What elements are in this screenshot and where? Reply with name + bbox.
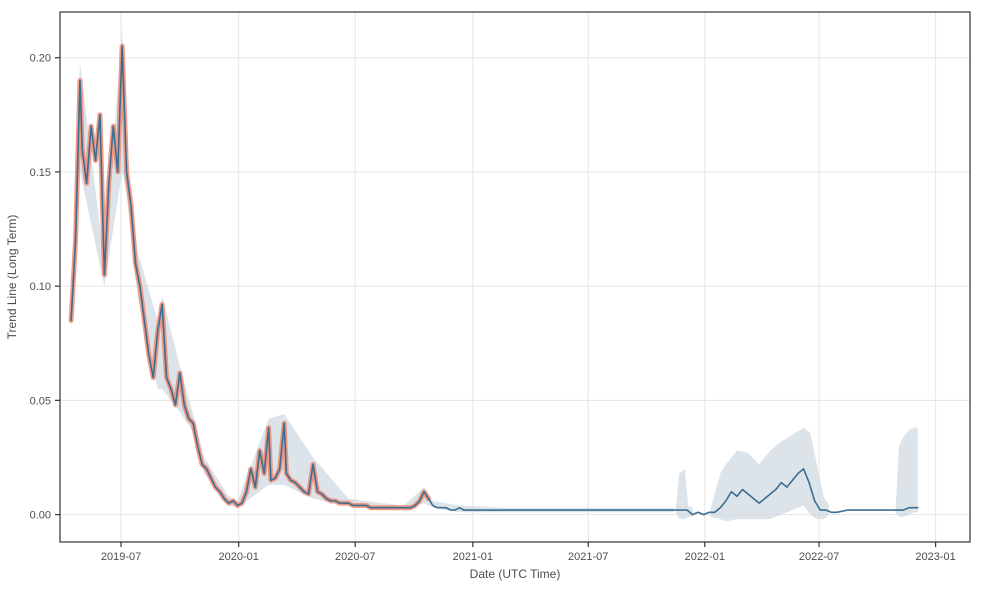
y-tick-label: 0.05 (30, 395, 51, 407)
trend-line-chart: 2019-07 2020-01 2020-07 2021-01 2021-07 2022-… (0, 0, 988, 590)
x-tick-label: 2021-01 (453, 551, 493, 563)
x-tick-label: 2022-07 (799, 551, 839, 563)
x-tick-label: 2021-07 (568, 551, 608, 563)
y-tick-label: 0.20 (30, 53, 51, 65)
x-tick-label: 2020-07 (335, 551, 375, 563)
x-tick-label: 2022-01 (685, 551, 725, 563)
x-axis-label: Date (UTC Time) (470, 567, 561, 581)
x-tick-label: 2019-07 (101, 551, 141, 563)
x-tick-label: 2020-01 (218, 551, 258, 563)
y-tick-label: 0.00 (30, 510, 51, 522)
x-tick-label: 2023-01 (915, 551, 955, 563)
y-tick-label: 0.15 (30, 167, 51, 179)
chart-svg: 2019-07 2020-01 2020-07 2021-01 2021-07 2022-… (0, 0, 988, 590)
y-axis-label: Trend Line (Long Term) (5, 215, 19, 340)
y-tick-label: 0.10 (30, 281, 51, 293)
